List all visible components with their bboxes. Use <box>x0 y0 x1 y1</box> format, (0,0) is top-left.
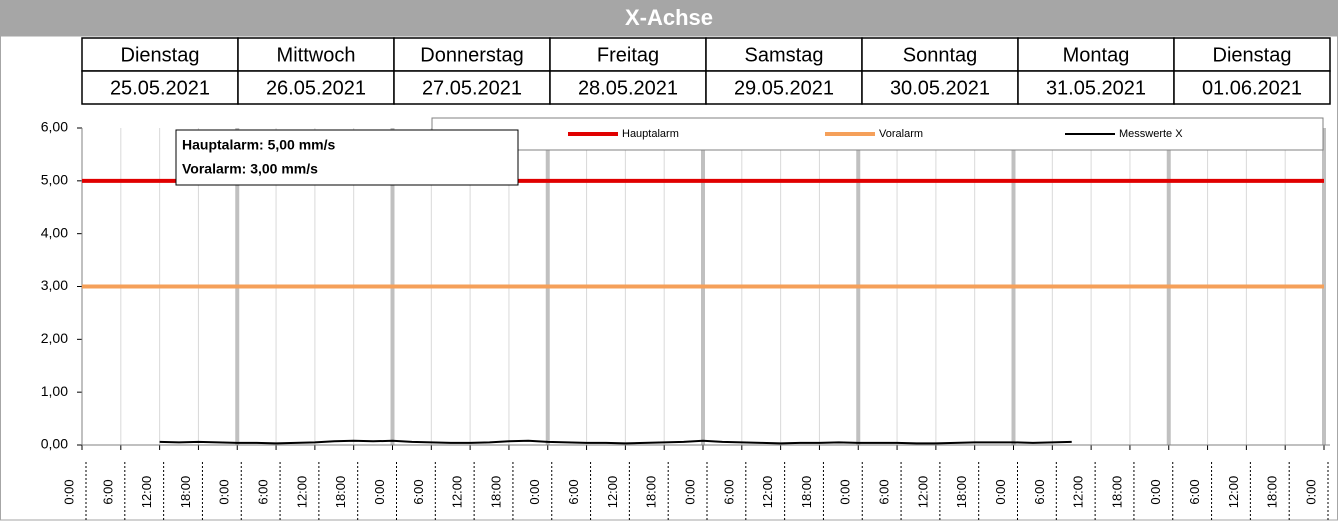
x-tick-label: 6:00 <box>877 479 892 504</box>
x-tick-label: 0:00 <box>993 479 1008 504</box>
x-tick-label: 0:00 <box>682 479 697 504</box>
legend-label: Voralarm <box>879 128 923 140</box>
x-tick-label: 6:00 <box>100 479 115 504</box>
x-tick-label: 12:00 <box>450 476 465 509</box>
y-tick-label: 5,00 <box>41 172 68 188</box>
y-tick-label: 4,00 <box>41 224 68 240</box>
legend <box>431 117 1324 151</box>
x-tick-label: 6:00 <box>411 479 426 504</box>
cell <box>861 70 1019 105</box>
day-label: Dienstag <box>1213 44 1292 66</box>
cell <box>705 70 863 105</box>
x-tick-label: 12:00 <box>139 476 154 509</box>
x-tick-label: 6:00 <box>1187 479 1202 504</box>
header-table: Dienstag 25.05.2021 Mittwoch 26.05.2021 Donn… <box>81 37 1331 105</box>
day-label: Donnerstag <box>420 44 523 66</box>
y-tick-label: 1,00 <box>41 383 68 399</box>
x-tick-label: 6:00 <box>256 479 271 504</box>
day-label: Samstag <box>745 44 824 66</box>
y-tick-label: 6,00 <box>41 119 68 135</box>
day-label: Sonntag <box>903 44 978 66</box>
x-tick-label: 0:00 <box>1148 479 1163 504</box>
x-tick-label: 12:00 <box>760 476 775 509</box>
cell <box>81 70 239 105</box>
date-label: 31.05.2021 <box>1046 77 1146 99</box>
x-tick-label: 18:00 <box>799 476 814 509</box>
date-label: 01.06.2021 <box>1202 77 1302 99</box>
x-tick-label: 6:00 <box>1032 479 1047 504</box>
x-tick-label: 12:00 <box>915 476 930 509</box>
date-label: 30.05.2021 <box>890 77 990 99</box>
x-tick-label: 18:00 <box>333 476 348 509</box>
date-label: 25.05.2021 <box>110 77 210 99</box>
x-tick-label: 18:00 <box>178 476 193 509</box>
x-tick-label: 18:00 <box>954 476 969 509</box>
series-line <box>159 439 1072 445</box>
x-tick-label: 0:00 <box>61 479 76 504</box>
x-tick-label: 6:00 <box>721 479 736 504</box>
x-tick-label: 12:00 <box>294 476 309 509</box>
x-tick-label: 0:00 <box>1303 479 1318 504</box>
frame <box>0 35 1338 521</box>
date-label: 29.05.2021 <box>734 77 834 99</box>
cell <box>1017 37 1175 72</box>
day-label: Dienstag <box>121 44 200 66</box>
cell <box>237 70 395 105</box>
date-label: 28.05.2021 <box>578 77 678 99</box>
cell <box>549 70 707 105</box>
title-bar <box>0 0 1338 36</box>
x-tick-label: 6:00 <box>566 479 581 504</box>
x-tick-label: 12:00 <box>1226 476 1241 509</box>
legend-label: Messwerte X <box>1119 128 1183 140</box>
x-tick-label: 18:00 <box>1109 476 1124 509</box>
day-label: Freitag <box>597 44 659 66</box>
y-tick-label: 2,00 <box>41 330 68 346</box>
y-tick-label: 0,00 <box>41 436 68 452</box>
cell <box>1173 70 1331 105</box>
x-tick-label: 0:00 <box>372 479 387 504</box>
x-tick-label: 18:00 <box>488 476 503 509</box>
cell <box>393 70 551 105</box>
cell <box>705 37 863 72</box>
title: X-Achse <box>625 5 713 30</box>
cell <box>1017 70 1175 105</box>
day-label: Mittwoch <box>277 44 356 66</box>
date-label: 27.05.2021 <box>422 77 522 99</box>
y-tick-label: 3,00 <box>41 277 68 293</box>
x-tick-label: 0:00 <box>217 479 232 504</box>
legend-label: Hauptalarm <box>622 128 679 140</box>
x-tick-label: 0:00 <box>527 479 542 504</box>
x-tick-label: 18:00 <box>644 476 659 509</box>
date-label: 26.05.2021 <box>266 77 366 99</box>
annotation: Voralarm: 3,00 mm/s <box>182 161 318 177</box>
annotation-box <box>175 129 519 186</box>
x-tick-label: 18:00 <box>1265 476 1280 509</box>
annotation: Hauptalarm: 5,00 mm/s <box>182 137 335 153</box>
x-tick-label: 12:00 <box>1071 476 1086 509</box>
cell <box>81 37 239 72</box>
x-tick-label: 0:00 <box>838 479 853 504</box>
cell <box>1173 37 1331 72</box>
cell <box>237 37 395 72</box>
day-label: Montag <box>1063 44 1130 66</box>
x-tick-label: 12:00 <box>605 476 620 509</box>
